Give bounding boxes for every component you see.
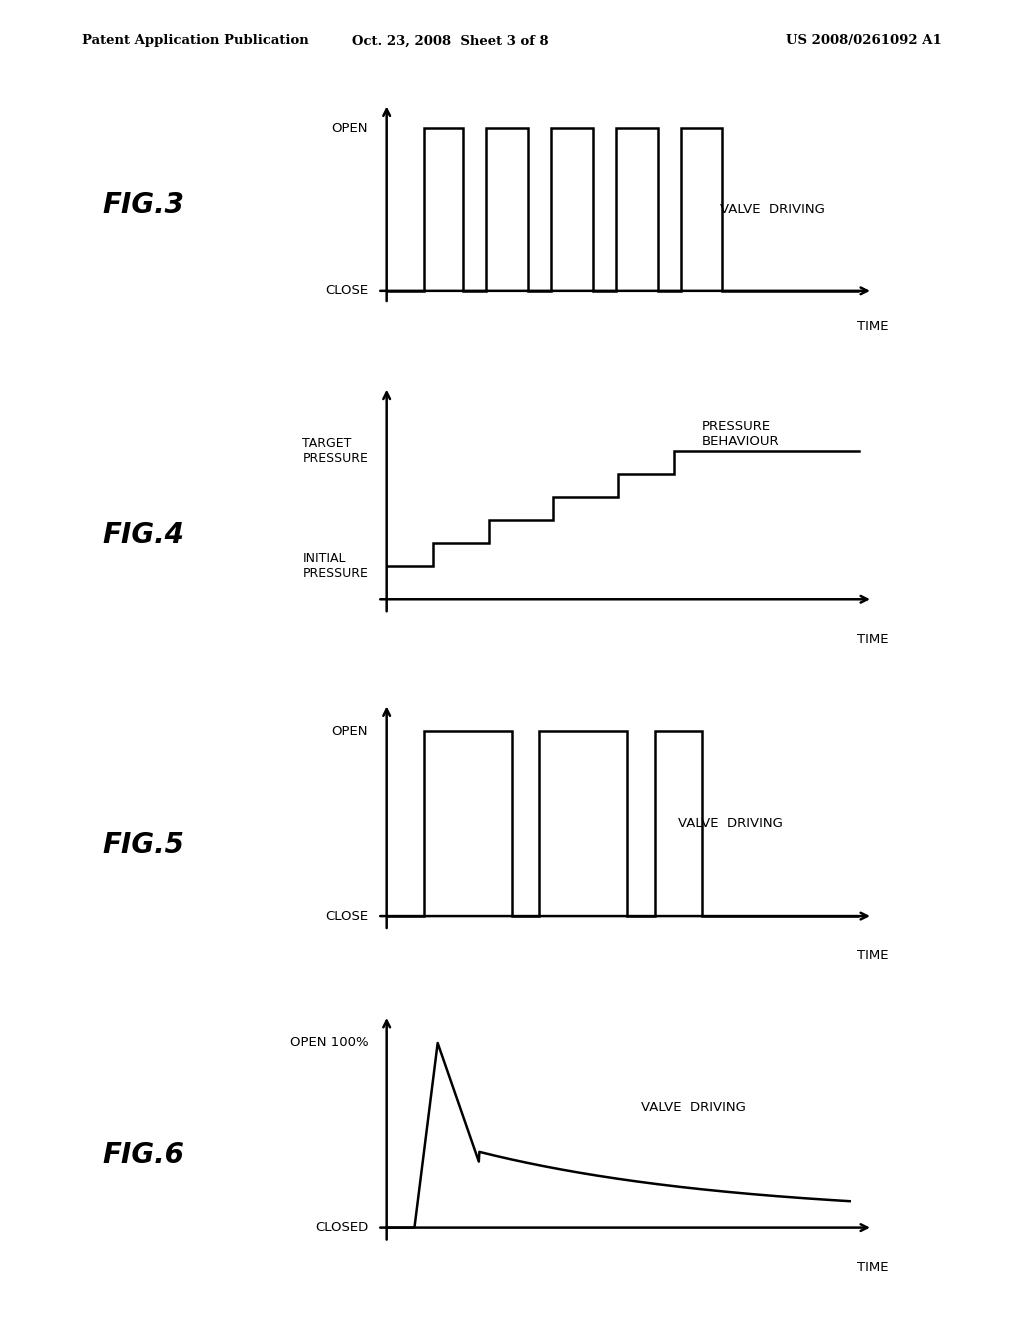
Text: OPEN 100%: OPEN 100% bbox=[290, 1036, 369, 1049]
Text: PRESSURE
BEHAVIOUR: PRESSURE BEHAVIOUR bbox=[701, 420, 779, 447]
Text: TIME: TIME bbox=[857, 949, 889, 962]
Text: FIG.5: FIG.5 bbox=[102, 830, 184, 859]
Text: OPEN: OPEN bbox=[332, 725, 369, 738]
Text: INITIAL
PRESSURE: INITIAL PRESSURE bbox=[302, 552, 369, 579]
Text: VALVE  DRIVING: VALVE DRIVING bbox=[678, 817, 783, 830]
Text: FIG.3: FIG.3 bbox=[102, 190, 184, 219]
Text: Patent Application Publication: Patent Application Publication bbox=[82, 34, 308, 48]
Text: TARGET
PRESSURE: TARGET PRESSURE bbox=[302, 437, 369, 466]
Text: TIME: TIME bbox=[857, 1261, 889, 1274]
Text: TIME: TIME bbox=[857, 632, 889, 645]
Text: CLOSED: CLOSED bbox=[315, 1221, 369, 1234]
Text: CLOSE: CLOSE bbox=[325, 284, 369, 297]
Text: VALVE  DRIVING: VALVE DRIVING bbox=[641, 1101, 746, 1114]
Text: VALVE  DRIVING: VALVE DRIVING bbox=[720, 203, 825, 216]
Text: FIG.6: FIG.6 bbox=[102, 1140, 184, 1170]
Text: OPEN: OPEN bbox=[332, 121, 369, 135]
Text: CLOSE: CLOSE bbox=[325, 909, 369, 923]
Text: US 2008/0261092 A1: US 2008/0261092 A1 bbox=[786, 34, 942, 48]
Text: FIG.4: FIG.4 bbox=[102, 520, 184, 549]
Text: TIME: TIME bbox=[857, 321, 889, 333]
Text: Oct. 23, 2008  Sheet 3 of 8: Oct. 23, 2008 Sheet 3 of 8 bbox=[352, 34, 549, 48]
